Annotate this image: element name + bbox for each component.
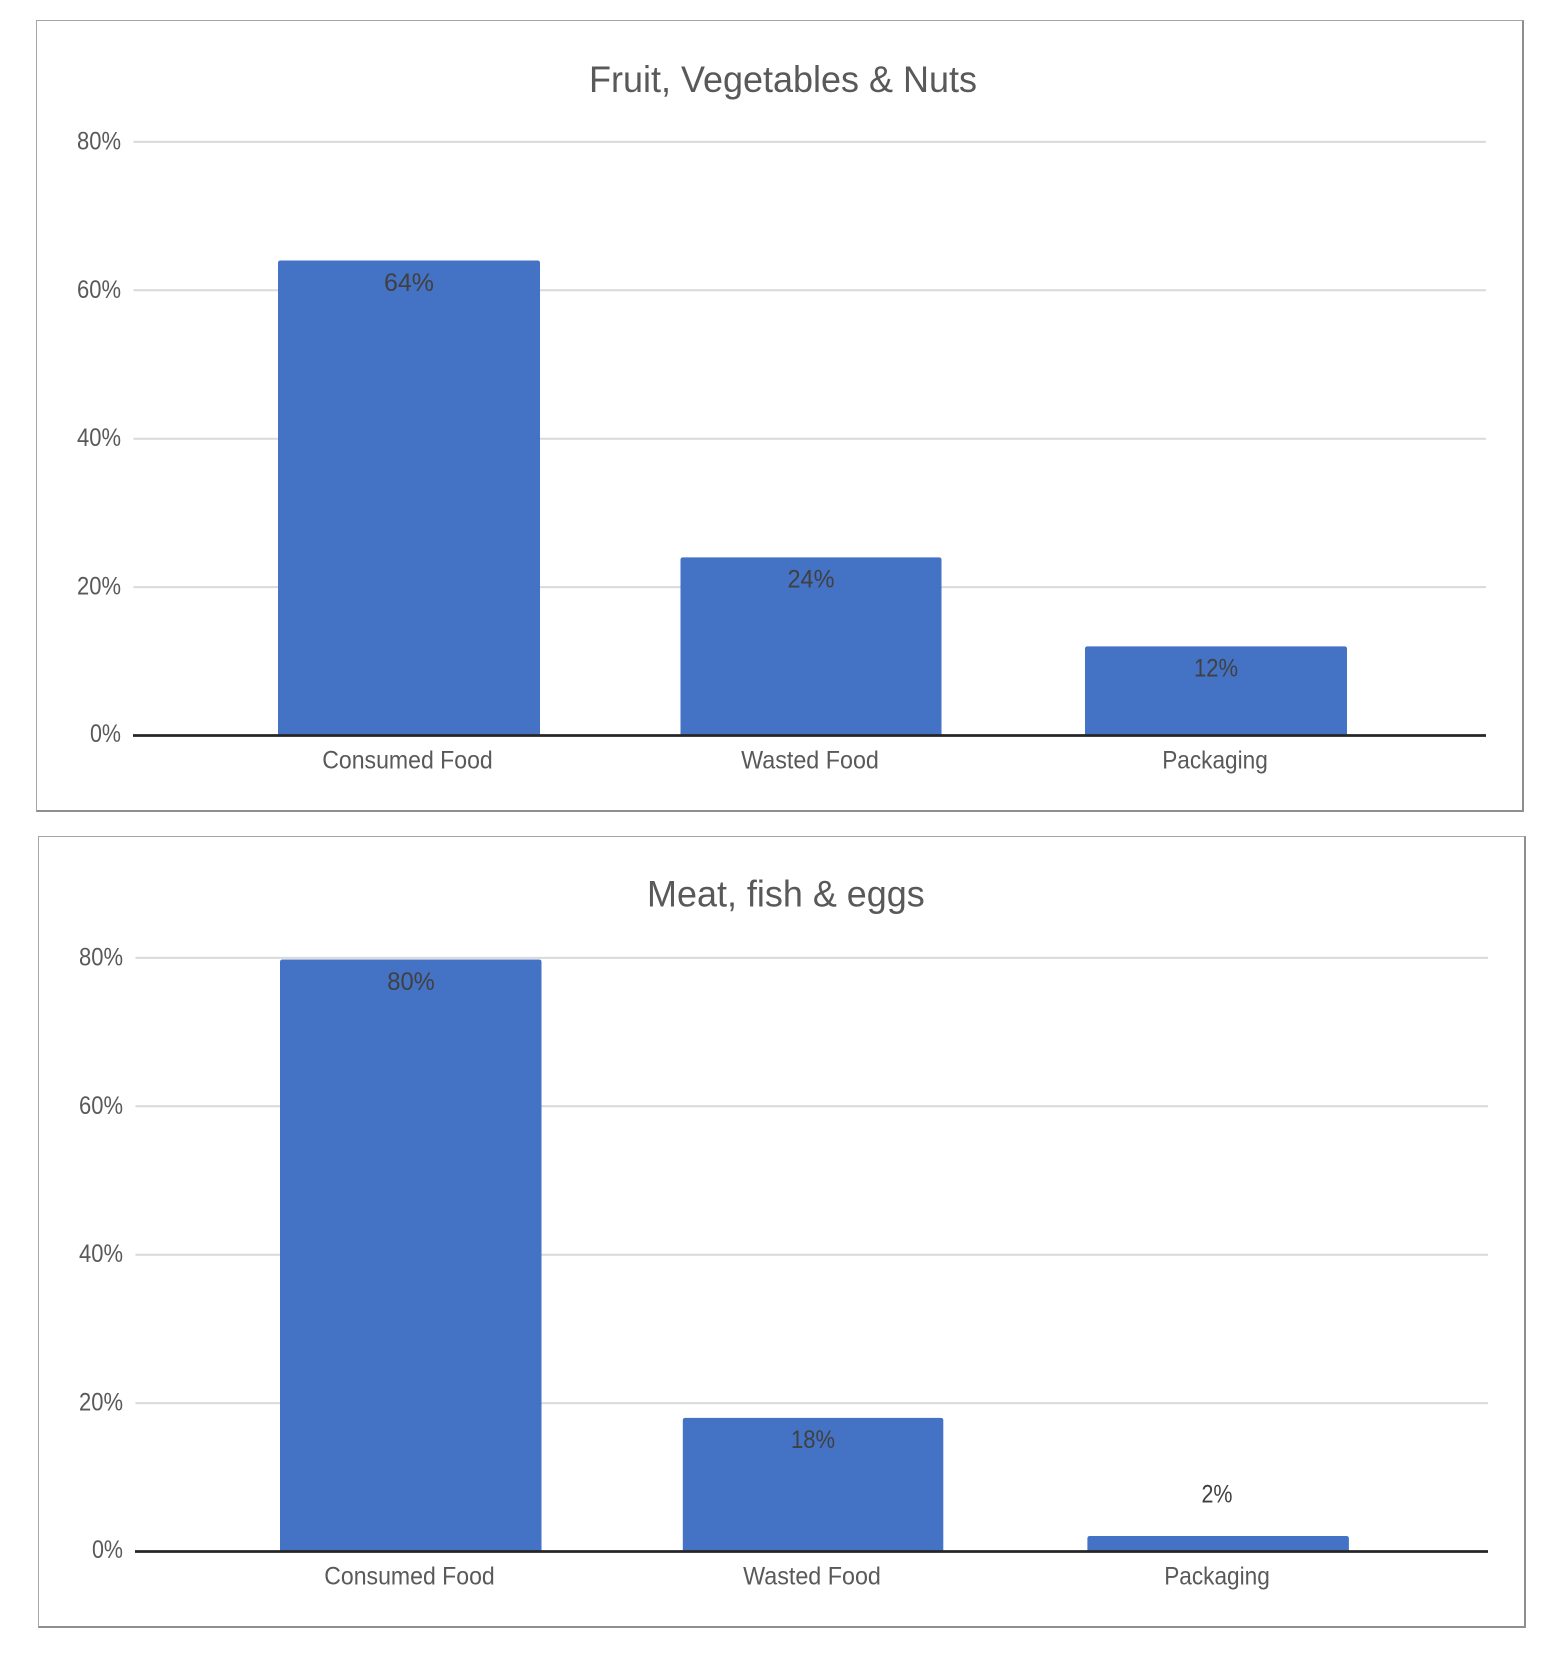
- svg-text:Packaging: Packaging: [1164, 1563, 1270, 1591]
- svg-text:60%: 60%: [79, 1092, 123, 1120]
- svg-text:24%: 24%: [788, 566, 835, 594]
- svg-text:80%: 80%: [79, 943, 123, 971]
- svg-text:0%: 0%: [90, 720, 121, 748]
- svg-text:40%: 40%: [77, 424, 121, 452]
- svg-text:0%: 0%: [92, 1536, 123, 1564]
- svg-text:Meat, fish & eggs: Meat, fish & eggs: [647, 873, 925, 914]
- svg-text:Wasted Food: Wasted Food: [743, 1563, 881, 1591]
- svg-text:Consumed Food: Consumed Food: [324, 1563, 495, 1591]
- svg-text:64%: 64%: [384, 269, 434, 297]
- svg-text:40%: 40%: [79, 1240, 123, 1268]
- svg-text:60%: 60%: [77, 276, 121, 304]
- svg-text:18%: 18%: [791, 1426, 835, 1454]
- svg-text:80%: 80%: [387, 968, 435, 996]
- svg-text:Fruit, Vegetables & Nuts: Fruit, Vegetables & Nuts: [589, 59, 977, 100]
- svg-text:Packaging: Packaging: [1162, 747, 1268, 775]
- svg-text:12%: 12%: [1194, 655, 1238, 683]
- svg-text:80%: 80%: [77, 127, 121, 155]
- svg-text:20%: 20%: [79, 1389, 123, 1417]
- svg-text:20%: 20%: [77, 573, 121, 601]
- svg-text:Consumed Food: Consumed Food: [322, 747, 493, 775]
- svg-text:2%: 2%: [1202, 1481, 1233, 1509]
- svg-text:Wasted Food: Wasted Food: [741, 747, 879, 775]
